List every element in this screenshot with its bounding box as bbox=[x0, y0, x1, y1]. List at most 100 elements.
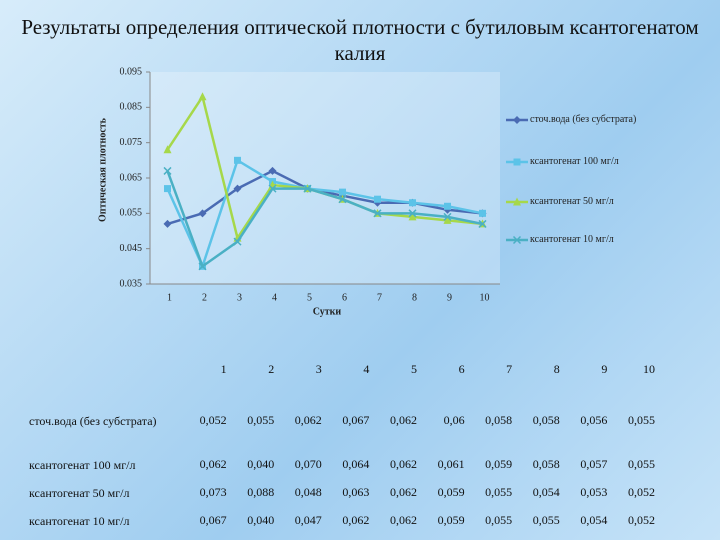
table-header-cell: 8 bbox=[553, 361, 560, 376]
table-row: ксантогенат 10 мг/л 0,067 0,040 0,047 0,062 0… bbox=[26, 502, 658, 530]
x-tick-label: 3 bbox=[237, 292, 242, 303]
table-cell: 0,047 bbox=[294, 513, 322, 527]
data-point bbox=[268, 184, 277, 193]
table-cell: 0,061 bbox=[437, 457, 465, 471]
table-header-cell: 4 bbox=[363, 361, 370, 376]
data-point bbox=[408, 209, 417, 218]
y-tick-label: 0.075 bbox=[120, 137, 143, 148]
data-point bbox=[164, 185, 171, 193]
data-point bbox=[408, 212, 417, 221]
table-cell: 0,055 bbox=[485, 485, 513, 499]
table-row-label: сточ.вода (без субстрата) bbox=[29, 414, 157, 428]
table-row: ксантогенат 50 мг/л 0,073 0,088 0,048 0,063 0… bbox=[26, 474, 658, 502]
table-cell: 0,062 bbox=[389, 485, 417, 499]
y-tick-label: 0.045 bbox=[120, 243, 143, 254]
table-header-cell: 6 bbox=[458, 361, 465, 376]
y-tick-label: 0.095 bbox=[120, 66, 143, 77]
x-tick-label: 8 bbox=[412, 292, 417, 303]
data-point bbox=[163, 166, 172, 175]
legend-label: ксантогенат 100 мг/л bbox=[530, 156, 619, 167]
table-row-label: ксантогенат 10 мг/л bbox=[29, 514, 130, 528]
table-cell: 0,06 bbox=[443, 413, 465, 427]
table-row-label: ксантогенат 50 мг/л bbox=[29, 486, 130, 500]
table-cell: 0,062 bbox=[389, 457, 417, 471]
legend-label: ксантогенат 50 мг/л bbox=[530, 196, 614, 207]
table-cell: 0,056 bbox=[580, 413, 608, 427]
slide-title: Результаты определения оптической плотно… bbox=[21, 15, 699, 65]
table-corner bbox=[26, 358, 182, 380]
series-line bbox=[166, 170, 483, 269]
table-header-cell: 2 bbox=[268, 361, 275, 376]
table-cell: 0,059 bbox=[437, 485, 465, 499]
x-tick-label: 2 bbox=[202, 292, 207, 303]
data-point bbox=[409, 199, 416, 207]
table-cell: 0,059 bbox=[485, 457, 513, 471]
x-tick-label: 1 bbox=[167, 292, 172, 303]
table-cell: 0,059 bbox=[437, 513, 465, 527]
data-point bbox=[198, 209, 207, 218]
table-cell: 0,058 bbox=[485, 413, 513, 427]
y-tick-label: 0.055 bbox=[120, 208, 143, 219]
x-tick-label: 10 bbox=[480, 292, 490, 303]
table-cell: 0,062 bbox=[199, 457, 227, 471]
table-cell: 0,048 bbox=[294, 485, 322, 499]
table-cell: 0,070 bbox=[294, 457, 322, 471]
data-point bbox=[478, 219, 487, 228]
series-line bbox=[166, 158, 483, 270]
table-header-cell: 1 bbox=[220, 361, 227, 376]
data-point bbox=[233, 237, 242, 246]
table-cell: 0,054 bbox=[580, 513, 608, 527]
table-cell: 0,067 bbox=[199, 513, 227, 527]
table-header-cell: 7 bbox=[506, 361, 513, 376]
table-cell: 0,053 bbox=[580, 485, 608, 499]
data-point bbox=[233, 184, 242, 193]
data-point bbox=[163, 219, 172, 228]
data-point bbox=[163, 145, 172, 154]
legend-label: ксантогенат 10 мг/л bbox=[530, 234, 614, 245]
table-cell: 0,062 bbox=[342, 513, 370, 527]
table-cell: 0,062 bbox=[294, 413, 322, 427]
table-header-cell: 9 bbox=[601, 361, 608, 376]
table-cell: 0,052 bbox=[628, 485, 655, 499]
data-table: 1 2 3 4 5 6 7 8 9 10 сточ.вода (без субстрата) 0,05… bbox=[26, 358, 658, 530]
series-line bbox=[167, 169, 483, 226]
y-tick-label: 0.065 bbox=[120, 172, 143, 183]
y-axis-label: Оптическая плотность bbox=[97, 117, 108, 222]
table-cell: 0,055 bbox=[485, 513, 513, 527]
legend-marker bbox=[513, 116, 521, 124]
data-point bbox=[444, 202, 451, 210]
table-header-row: 1 2 3 4 5 6 7 8 9 10 bbox=[26, 358, 658, 380]
table-cell: 0,073 bbox=[199, 485, 227, 499]
x-tick-label: 5 bbox=[307, 292, 312, 303]
table-cell: 0,062 bbox=[389, 513, 417, 527]
table-cell: 0,055 bbox=[532, 513, 560, 527]
table-header-cell: 3 bbox=[315, 361, 322, 376]
table-row-label: ксантогенат 100 мг/л bbox=[29, 458, 136, 472]
table-cell: 0,055 bbox=[628, 413, 655, 427]
table-cell: 0,088 bbox=[247, 485, 275, 499]
data-point bbox=[443, 215, 452, 224]
table-cell: 0,058 bbox=[532, 413, 560, 427]
y-tick-label: 0.085 bbox=[120, 102, 143, 113]
table-row: ксантогенат 100 мг/л 0,062 0,040 0,070 0,064… bbox=[26, 430, 658, 474]
table-cell: 0,055 bbox=[247, 413, 275, 427]
legend-marker bbox=[513, 158, 521, 166]
table-cell: 0,040 bbox=[247, 457, 275, 471]
table-cell: 0,057 bbox=[580, 457, 608, 471]
table-cell: 0,040 bbox=[247, 513, 275, 527]
table-cell: 0,054 bbox=[532, 485, 560, 499]
x-tick-label: 6 bbox=[342, 292, 347, 303]
table-cell: 0,058 bbox=[532, 457, 560, 471]
table-cell: 0,062 bbox=[389, 413, 417, 427]
table-row: сточ.вода (без субстрата) 0,052 0,055 0,062… bbox=[26, 380, 658, 430]
data-point bbox=[338, 195, 347, 204]
x-axis-label: Сутки bbox=[313, 306, 342, 317]
table-cell: 0,064 bbox=[342, 457, 370, 471]
table-cell: 0,067 bbox=[342, 413, 370, 427]
data-point bbox=[198, 262, 207, 271]
data-point bbox=[374, 195, 381, 203]
x-tick-label: 9 bbox=[447, 292, 452, 303]
data-point bbox=[479, 209, 486, 217]
